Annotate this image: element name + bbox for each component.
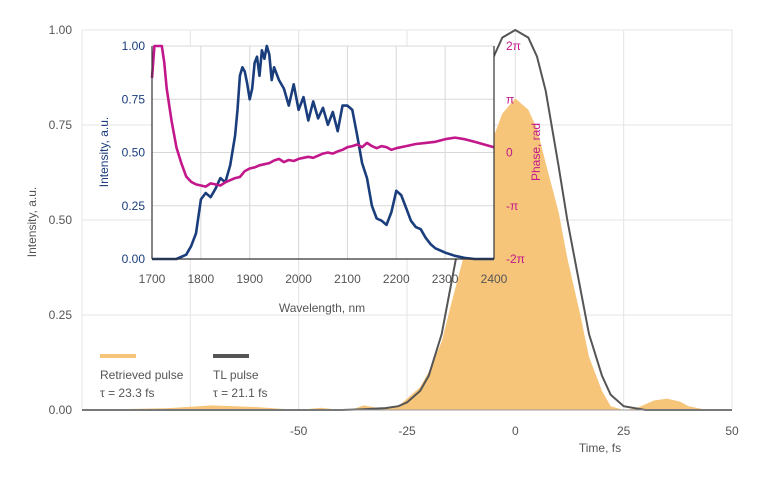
inset-x-tick-label: 1800: [188, 272, 215, 286]
inset-x-tick-label: 2400: [481, 272, 508, 286]
inset-tick-labels: 1700 1800 1900 2000 2100 2200 2300 2400 0.00 0.25…: [122, 39, 525, 286]
inset-y-tick-label: 0.75: [122, 92, 146, 106]
main-y-axis-label: Intensity, a.u.: [25, 187, 39, 257]
inset-y2-tick-label: -2π: [506, 252, 525, 266]
legend-swatch-tl: [213, 354, 249, 358]
series-phase: [150, 44, 495, 188]
inset-x-tick-label: 2200: [383, 272, 410, 286]
inset-y2-tick-label: 0: [506, 146, 513, 160]
legend-label-tl: TL pulse: [213, 368, 259, 382]
main-x-tick-label: -25: [398, 424, 416, 438]
inset-y2-tick-label: 2π: [506, 39, 521, 53]
main-series: [82, 28, 732, 411]
inset-y-tick-label: 0.00: [122, 252, 146, 266]
main-y-tick-label: 0.75: [49, 118, 73, 132]
inset-y2-axis-label: Phase, rad: [529, 123, 543, 181]
inset-x-tick-label: 2300: [432, 272, 459, 286]
inset-axes: [151, 46, 495, 260]
main-y-tick-label: 0.00: [49, 403, 73, 417]
inset-x-tick-label: 1900: [236, 272, 263, 286]
inset-x-tick-label: 2100: [334, 272, 361, 286]
legend-swatch-retrieved: [100, 354, 136, 358]
main-x-tick-label: 0: [512, 424, 519, 438]
legend-label-retrieved: Retrieved pulse: [100, 368, 184, 382]
inset-y-tick-label: 0.25: [122, 199, 146, 213]
inset-x-tick-label: 1700: [139, 272, 166, 286]
main-x-tick-label: 25: [617, 424, 631, 438]
legend-note-tl: τ = 21.1 fs: [213, 386, 267, 400]
legend-note-retrieved: τ = 23.3 fs: [100, 386, 154, 400]
inset-y2-tick-label: -π: [506, 199, 518, 213]
main-x-axis-label: Time, fs: [579, 441, 621, 455]
main-x-tick-label: -50: [290, 424, 308, 438]
main-tick-labels: 0.00 0.25 0.50 0.75 1.00 -50 -25 0 25 50: [49, 23, 739, 438]
inset-y-tick-label: 1.00: [122, 39, 146, 53]
legend: Retrieved pulse τ = 23.3 fs TL pulse τ =…: [100, 354, 267, 400]
main-y-tick-label: 0.25: [49, 308, 73, 322]
series-retrieved-pulse: [82, 98, 732, 411]
series-tl-pulse: [82, 28, 732, 411]
inset-x-tick-label: 2000: [285, 272, 312, 286]
main-y-tick-label: 0.50: [49, 213, 73, 227]
inset-y-tick-label: 0.50: [122, 146, 146, 160]
inset-x-axis-label: Wavelength, nm: [279, 301, 365, 315]
main-x-tick-label: 50: [725, 424, 739, 438]
inset-series: [150, 44, 495, 261]
inset-y-axis-label: Intensity, a.u.: [97, 117, 111, 187]
inset-y2-tick-label: π: [506, 92, 514, 106]
series-spectrum: [152, 44, 494, 261]
main-y-tick-label: 1.00: [49, 23, 73, 37]
